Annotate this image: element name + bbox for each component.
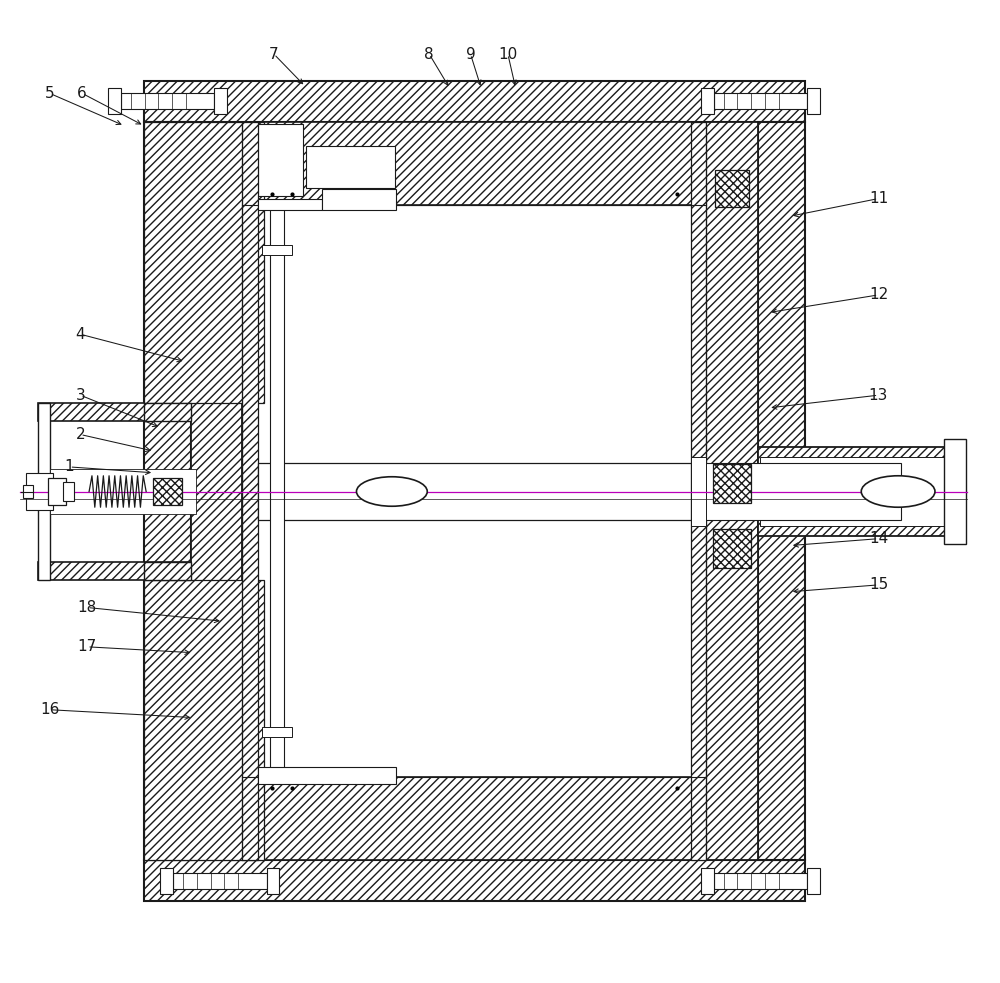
Bar	[173, 873, 267, 889]
Bar	[701, 88, 714, 114]
Bar	[153, 478, 182, 505]
Bar	[121, 93, 214, 109]
Bar	[691, 457, 706, 526]
Bar	[26, 473, 53, 510]
Bar	[807, 88, 820, 114]
Bar	[270, 205, 284, 777]
Bar	[242, 122, 706, 205]
Text: 13: 13	[869, 387, 888, 403]
Bar	[244, 124, 303, 196]
Bar	[144, 860, 805, 901]
Text: 11: 11	[869, 191, 888, 206]
Text: 9: 9	[466, 46, 475, 62]
Bar	[63, 482, 74, 501]
Bar	[191, 122, 242, 860]
Bar	[23, 485, 33, 498]
Bar	[214, 88, 227, 114]
Bar	[758, 447, 964, 536]
Text: 7: 7	[269, 46, 279, 62]
Text: 8: 8	[424, 46, 434, 62]
Bar	[144, 122, 264, 403]
Bar	[262, 727, 292, 737]
Bar	[258, 463, 691, 520]
Text: 5: 5	[45, 86, 55, 101]
Text: 17: 17	[78, 639, 97, 655]
Bar	[262, 245, 292, 255]
Bar	[108, 88, 121, 114]
Bar	[144, 580, 264, 860]
Bar	[706, 122, 758, 860]
Bar	[714, 873, 807, 889]
Bar	[38, 562, 191, 580]
Text: 6: 6	[77, 86, 87, 101]
Bar	[267, 868, 279, 894]
Bar	[258, 199, 322, 210]
Text: 14: 14	[869, 531, 888, 547]
Bar	[691, 122, 706, 860]
Bar	[38, 403, 50, 580]
Bar	[242, 205, 706, 777]
Bar	[758, 122, 805, 860]
Text: 4: 4	[75, 326, 85, 342]
Text: 2: 2	[75, 427, 85, 442]
Bar	[715, 170, 749, 207]
Text: 18: 18	[78, 600, 97, 615]
Bar	[242, 777, 706, 860]
Bar	[242, 122, 258, 860]
Bar	[306, 145, 395, 188]
Bar	[144, 403, 191, 421]
Text: 10: 10	[498, 46, 517, 62]
Bar	[714, 93, 807, 109]
Text: 1: 1	[65, 459, 74, 475]
Text: 12: 12	[869, 287, 888, 303]
Bar	[691, 463, 901, 520]
Bar	[713, 464, 751, 503]
Bar	[713, 529, 751, 568]
Text: 15: 15	[869, 577, 888, 593]
Bar	[144, 122, 191, 860]
Bar	[807, 868, 820, 894]
Bar	[160, 868, 173, 894]
Bar	[760, 457, 952, 526]
Bar	[322, 189, 396, 210]
Bar	[38, 403, 191, 421]
Text: 3: 3	[75, 387, 85, 403]
Bar	[50, 469, 196, 514]
Bar	[944, 439, 966, 544]
Bar	[144, 562, 191, 580]
Text: 16: 16	[40, 702, 59, 718]
Bar	[144, 81, 805, 122]
Bar	[48, 478, 66, 505]
Ellipse shape	[861, 476, 935, 507]
Bar	[701, 868, 714, 894]
Ellipse shape	[356, 477, 427, 506]
Bar	[258, 767, 396, 784]
